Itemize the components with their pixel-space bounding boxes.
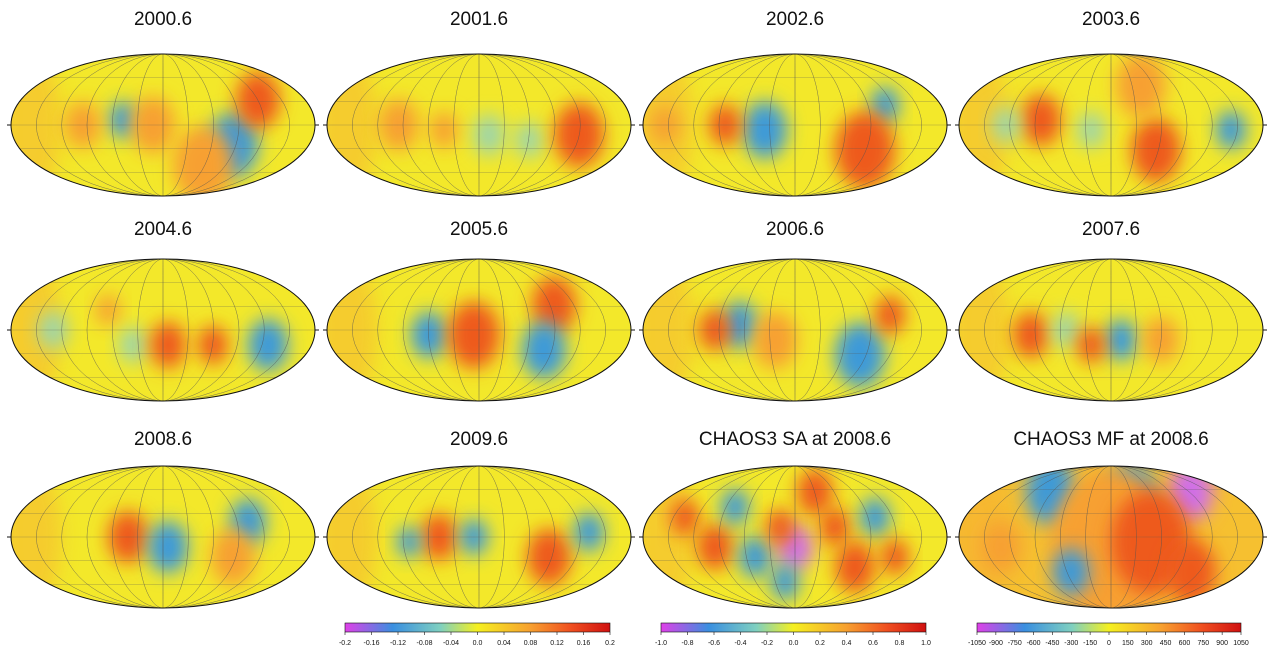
colorbar-tick-label: -0.6 bbox=[708, 640, 720, 647]
map-field bbox=[11, 466, 315, 608]
colorbar-tick-label: -300 bbox=[1064, 640, 1078, 647]
map-panel: 2009.6 bbox=[323, 429, 635, 609]
colorbar-tick-label: -600 bbox=[1027, 640, 1041, 647]
panel-title: 2002.6 bbox=[766, 9, 824, 30]
colorbar-tick-label: 0.0 bbox=[789, 640, 799, 647]
map-panel: 2000.6 bbox=[7, 9, 319, 197]
map-field bbox=[643, 466, 947, 608]
colorbar-tick-label: 0.08 bbox=[524, 640, 538, 647]
map-panel: 2001.6 bbox=[323, 9, 635, 197]
panel-title: 2000.6 bbox=[134, 9, 192, 30]
map-panel: CHAOS3 SA at 2008.6 bbox=[639, 429, 951, 609]
colorbar-tick-label: 300 bbox=[1141, 640, 1153, 647]
colorbar-tick-label: -0.16 bbox=[364, 640, 380, 647]
colorbar-tick-label: -0.2 bbox=[339, 640, 351, 647]
panel-title: 2008.6 bbox=[134, 429, 192, 450]
colorbar-tick-label: 0.04 bbox=[497, 640, 511, 647]
colorbar-tick-label: -150 bbox=[1083, 640, 1097, 647]
panel-title: 2004.6 bbox=[134, 219, 192, 240]
panel-title: CHAOS3 MF at 2008.6 bbox=[1013, 429, 1208, 450]
colorbar-tick-label: -450 bbox=[1045, 640, 1059, 647]
colorbar-tick-label: 0 bbox=[1107, 640, 1111, 647]
colorbar-tick-label: -1050 bbox=[968, 640, 986, 647]
colorbar-tick-label: -0.08 bbox=[417, 640, 433, 647]
map-field bbox=[643, 54, 947, 196]
colorbar-scale bbox=[344, 622, 611, 633]
panel-title: 2007.6 bbox=[1082, 219, 1140, 240]
colorbar-scale bbox=[976, 622, 1242, 633]
colorbar-tick-label: 0.8 bbox=[895, 640, 905, 647]
colorbar-tick-label: 0.12 bbox=[550, 640, 564, 647]
map-panel: 2005.6 bbox=[323, 219, 635, 402]
map-field bbox=[11, 259, 315, 401]
colorbar: -1.0 -0.8 -0.6 -0.4 -0.2 0.0 0.2 0.4 0.6 0.8 1.0 bbox=[655, 622, 931, 647]
colorbar-tick-label: 0.2 bbox=[815, 640, 825, 647]
colorbar-tick-label: 0.16 bbox=[577, 640, 591, 647]
panel-title: 2009.6 bbox=[450, 429, 508, 450]
colorbar-tick-label: -750 bbox=[1008, 640, 1022, 647]
colorbar-tick-label: -0.8 bbox=[681, 640, 693, 647]
colorbar-tick-label: -0.04 bbox=[443, 640, 459, 647]
colorbar-tick-label: -900 bbox=[989, 640, 1003, 647]
colorbar-tick-label: -0.4 bbox=[734, 640, 746, 647]
map-panel: 2002.6 bbox=[639, 9, 951, 197]
panel-title: 2003.6 bbox=[1082, 9, 1140, 30]
map-field bbox=[327, 466, 631, 608]
map-panel: 2003.6 bbox=[955, 9, 1267, 197]
colorbar-tick-label: 0.4 bbox=[842, 640, 852, 647]
colorbar-tick-label: -0.12 bbox=[390, 640, 406, 647]
map-field bbox=[959, 466, 1263, 608]
panel-title: CHAOS3 SA at 2008.6 bbox=[699, 429, 891, 450]
colorbar-tick-label: 900 bbox=[1216, 640, 1228, 647]
panel-title: 2005.6 bbox=[450, 219, 508, 240]
map-panel: 2007.6 bbox=[955, 219, 1267, 402]
map-field bbox=[11, 54, 315, 196]
map-panel: 2008.6 bbox=[7, 429, 319, 609]
colorbar-tick-label: 150 bbox=[1122, 640, 1134, 647]
colorbar-tick-label: -1.0 bbox=[655, 640, 667, 647]
map-panel: 2004.6 bbox=[7, 219, 319, 402]
colorbar-tick-label: -0.2 bbox=[761, 640, 773, 647]
colorbar-tick-label: 1.0 bbox=[921, 640, 931, 647]
colorbar-tick-label: 0.0 bbox=[473, 640, 483, 647]
map-panel: CHAOS3 MF at 2008.6 bbox=[955, 429, 1267, 609]
map-field bbox=[327, 259, 631, 401]
colorbar-tick-label: 0.2 bbox=[605, 640, 615, 647]
map-field bbox=[959, 259, 1263, 401]
colorbar-tick-label: 750 bbox=[1197, 640, 1209, 647]
colorbar-tick-label: 600 bbox=[1179, 640, 1191, 647]
colorbar-tick-label: 450 bbox=[1160, 640, 1172, 647]
colorbar-tick-label: 1050 bbox=[1233, 640, 1249, 647]
map-panel: 2006.6 bbox=[639, 219, 951, 402]
colorbar-tick-label: 0.6 bbox=[868, 640, 878, 647]
colorbar-scale bbox=[660, 622, 927, 633]
colorbar: -1050 -900 -750 -600 -450 -300 -150 0 150 300 450 6… bbox=[968, 622, 1249, 647]
map-field bbox=[327, 54, 631, 196]
panel-title: 2006.6 bbox=[766, 219, 824, 240]
panel-title: 2001.6 bbox=[450, 9, 508, 30]
map-field bbox=[643, 259, 947, 401]
colorbar: -0.2 -0.16 -0.12 -0.08 -0.04 0.0 0.04 0.08 0.12 0… bbox=[339, 622, 615, 647]
